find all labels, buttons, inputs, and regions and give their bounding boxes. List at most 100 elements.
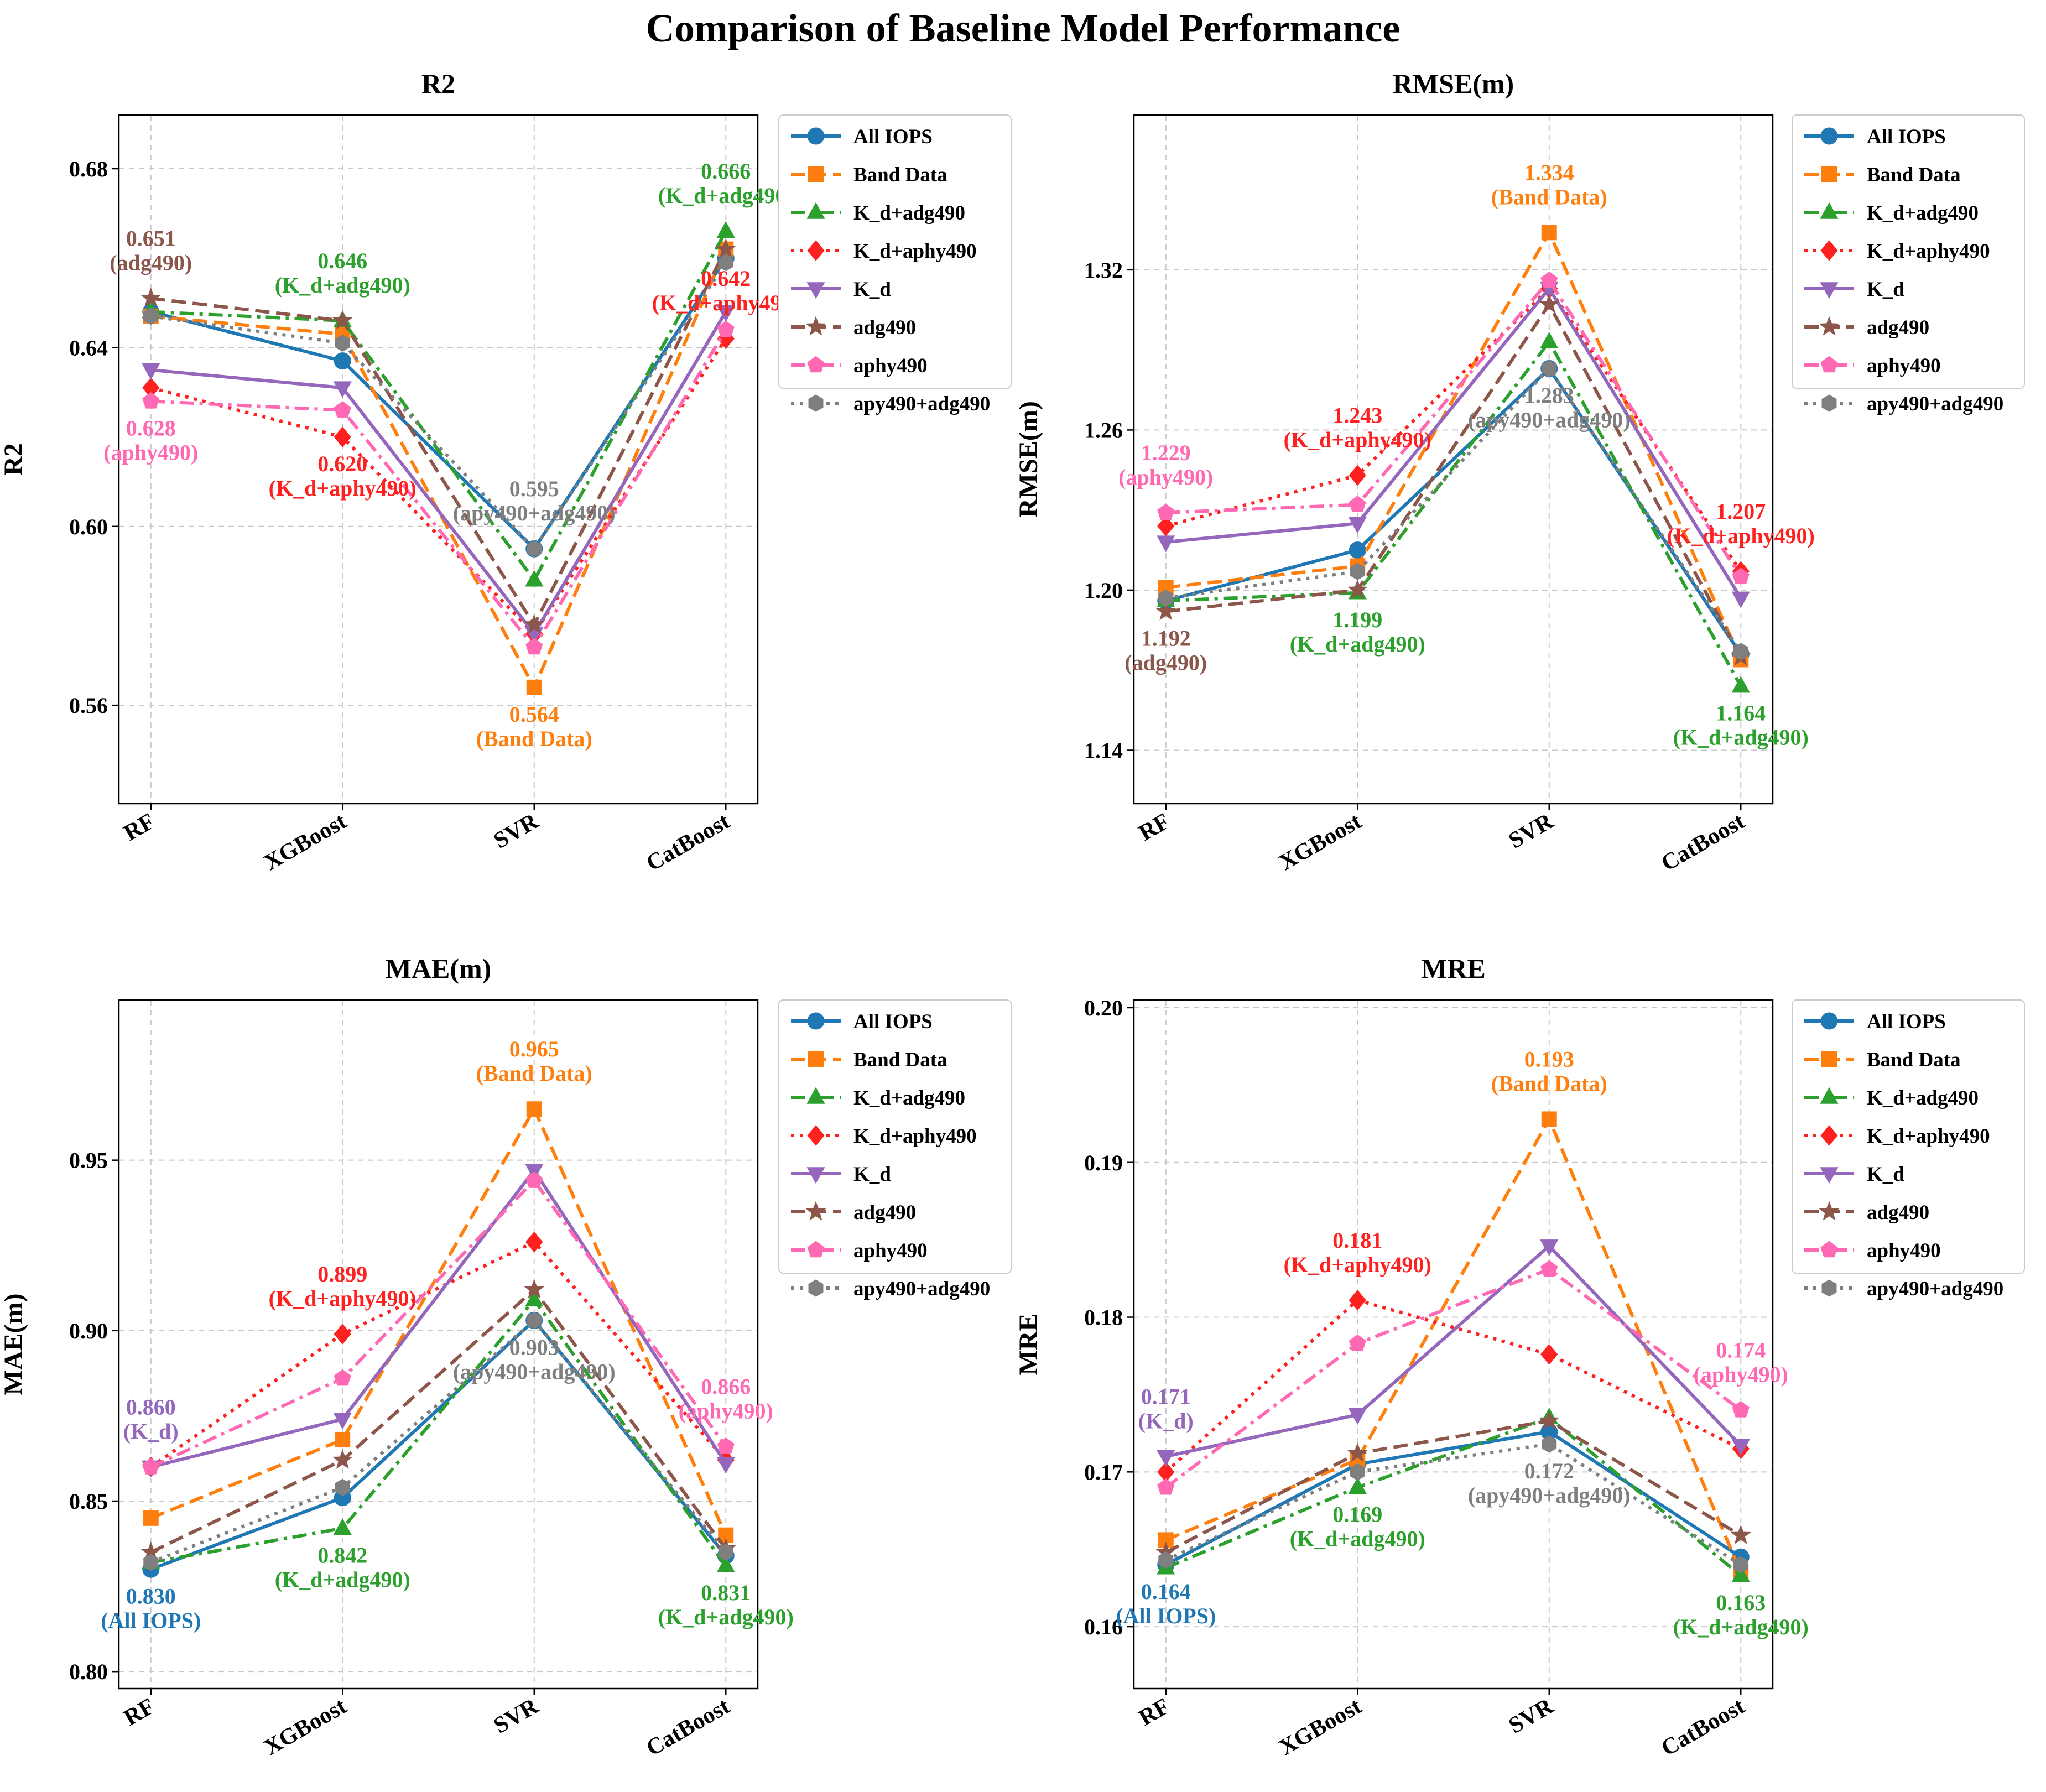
y-axis-label: R2 [0, 443, 28, 476]
y-axis-label: MRE [1014, 1314, 1043, 1376]
data-label: 0.646 [317, 248, 367, 273]
y-tick-label: 0.85 [69, 1489, 108, 1514]
data-point [1157, 1450, 1175, 1467]
x-tick-label-rf: RF [1134, 1694, 1174, 1731]
series-line [1165, 1416, 1742, 1577]
data-label-series: (apy490+adg490) [453, 501, 616, 525]
data-point [717, 1437, 735, 1454]
series-all-iops [1157, 1423, 1750, 1574]
legend-marker [1820, 356, 1838, 373]
data-point [524, 1279, 545, 1299]
data-label-series: (K_d+adg490) [1290, 632, 1425, 657]
series-line [1164, 1267, 1742, 1489]
legend-marker [805, 1201, 826, 1221]
data-point [1540, 1260, 1558, 1277]
series-line [1165, 367, 1742, 653]
x-tick-label-catboost: CatBoost [642, 809, 734, 877]
series-line [150, 1288, 727, 1554]
legend-item-k-d-aphy490: K_d+aphy490 [853, 240, 977, 263]
series-adg490 [1155, 1410, 1751, 1561]
series-line [1165, 1419, 1742, 1554]
data-label: 1.283 [1524, 383, 1574, 408]
chart-title: RMSE(m) [1393, 68, 1514, 99]
data-point [335, 1478, 350, 1496]
series-line [150, 311, 727, 635]
data-point [1158, 1551, 1174, 1569]
data-label: 0.899 [317, 1262, 367, 1286]
plot-frame [1133, 999, 1774, 1690]
data-point [1542, 1435, 1557, 1453]
series-k-d [142, 305, 735, 644]
legend-frame [778, 114, 1012, 389]
data-point [717, 320, 735, 337]
legend-marker [1821, 166, 1837, 182]
series-line [150, 248, 727, 689]
data-label-series: (K_d+aphy490) [1284, 427, 1431, 452]
data-point [1349, 465, 1366, 486]
y-tick-label: 0.18 [1084, 1305, 1123, 1330]
legend: All IOPS Band Data K_d+adg490 K_d+aphy490 K_… [778, 114, 1012, 415]
data-point [525, 1171, 543, 1188]
data-point [1349, 1289, 1366, 1311]
data-point [1349, 541, 1366, 559]
x-tick-label-rf: RF [119, 809, 159, 846]
data-point [142, 1458, 160, 1475]
legend-item-band-data: Band Data [853, 164, 947, 186]
legend-item-k-d-adg490: K_d+adg490 [1867, 1087, 1979, 1109]
legend-marker [807, 1125, 825, 1146]
data-point [1541, 1111, 1557, 1127]
legend-marker [807, 356, 825, 373]
data-label: 0.628 [126, 415, 176, 440]
chart-panel-r2: 0.56 0.60 0.64 0.68 RF XGBoost SVR CatBoost R2 R2… [0, 68, 1012, 877]
data-label: 0.169 [1332, 1502, 1382, 1527]
legend-item-adg490: adg490 [1867, 316, 1929, 339]
legend-marker [808, 166, 824, 182]
data-point [1347, 1442, 1368, 1462]
data-point [716, 221, 735, 238]
y-tick-label: 1.26 [1084, 418, 1123, 442]
series-aphy490 [142, 1171, 735, 1475]
data-label-series: (Band Data) [1491, 184, 1607, 209]
data-label: 0.171 [1141, 1384, 1191, 1409]
legend-item-k-d-adg490: K_d+adg490 [853, 202, 965, 225]
legend-item-k-d: K_d [1867, 1163, 1904, 1186]
data-label: 0.193 [1524, 1046, 1574, 1071]
data-point [1157, 535, 1175, 553]
x-tick-label-rf: RF [1134, 809, 1174, 846]
data-point [1347, 579, 1368, 599]
legend-item-k-d: K_d [1867, 278, 1904, 301]
legend-marker [1821, 1279, 1837, 1297]
data-label: 0.842 [317, 1543, 367, 1567]
y-axis-label: RMSE(m) [1014, 401, 1043, 518]
data-point [335, 334, 350, 352]
series-line [1165, 279, 1742, 578]
y-tick-label: 0.17 [1084, 1460, 1123, 1484]
legend-item-k-d: K_d [853, 278, 891, 301]
legend-marker [806, 1167, 825, 1184]
series-line [1164, 1298, 1742, 1473]
data-point [1348, 1408, 1367, 1425]
series-line [150, 262, 727, 551]
y-tick-label: 0.95 [69, 1148, 108, 1173]
legend-marker [1820, 1167, 1839, 1184]
series-line [1165, 286, 1742, 600]
legend-marker [807, 1012, 825, 1030]
series-line [150, 329, 727, 649]
data-point [1155, 601, 1176, 621]
legend-marker [1819, 316, 1840, 336]
data-point [1731, 1439, 1750, 1456]
data-point [1348, 517, 1367, 534]
y-tick-label: 1.14 [1084, 738, 1123, 763]
data-label-series: (K_d) [1138, 1408, 1194, 1433]
y-tick-label: 0.19 [1084, 1150, 1123, 1175]
data-point [526, 1101, 542, 1117]
data-point [333, 1413, 352, 1430]
data-label: 0.163 [1716, 1590, 1766, 1615]
legend: All IOPS Band Data K_d+adg490 K_d+aphy490 K_… [1792, 114, 2025, 415]
data-label-series: (K_d+adg490) [275, 1567, 410, 1592]
data-label-series: (Band Data) [476, 726, 592, 751]
legend-item-k-d-aphy490: K_d+aphy490 [1867, 240, 1990, 263]
series-line [150, 248, 727, 627]
legend-frame [1792, 999, 2025, 1274]
